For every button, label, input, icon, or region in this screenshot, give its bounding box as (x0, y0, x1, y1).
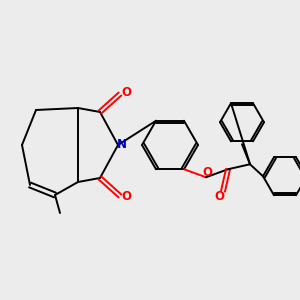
Text: N: N (117, 139, 127, 152)
Text: O: O (202, 166, 212, 179)
Text: O: O (214, 190, 224, 203)
Text: O: O (121, 190, 131, 203)
Text: O: O (121, 86, 131, 100)
